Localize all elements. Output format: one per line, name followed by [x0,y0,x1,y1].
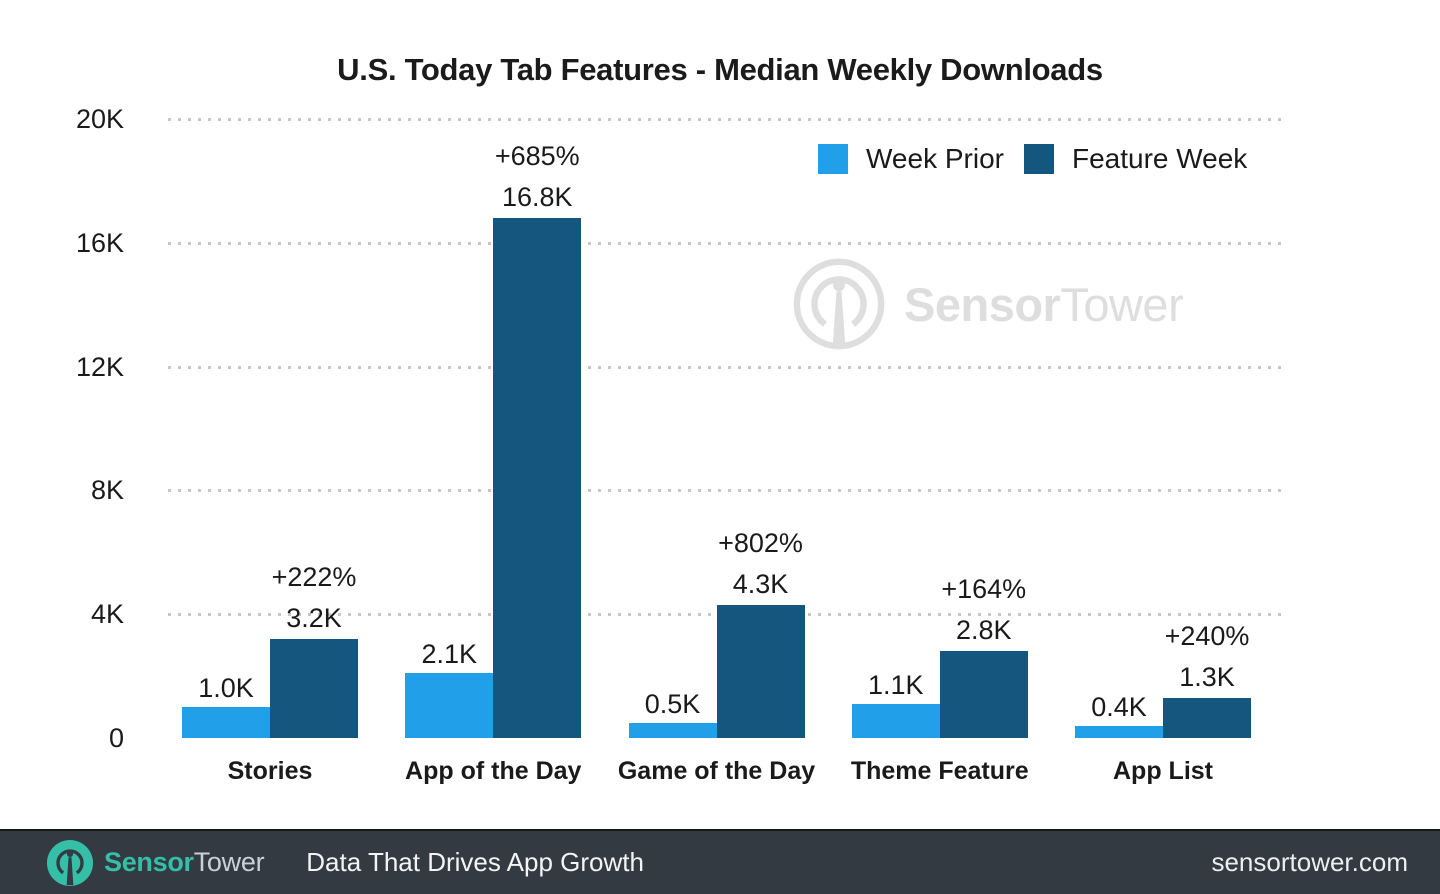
footer-tagline: Data That Drives App Growth [306,847,644,877]
category-label-game-of-the-day: Game of the Day [617,757,816,785]
legend-item-week-prior: Week Prior [818,143,1004,175]
gridline-12K [168,366,1285,369]
chart-title: U.S. Today Tab Features - Median Weekly … [337,52,1103,87]
category-label-theme-feature: Theme Feature [850,757,1029,785]
gridline-16K [168,242,1285,245]
week-prior-value-label-theme-feature: 1.1K [867,670,924,700]
category-label-stories: Stories [227,757,313,785]
footer-url[interactable]: sensortower.com [1211,847,1408,877]
gridline-20K [168,118,1285,121]
feature-week-swatch-icon [1023,144,1054,174]
feature-week-labels-stories: +222% 3.2K [272,557,357,639]
pct-change-label-stories: +222% [271,562,357,592]
feature-week-bar-theme-feature [939,651,1028,738]
y-axis-tick-8K: 8K [90,475,124,505]
legend-label-week-prior: Week Prior [866,143,1004,174]
footer-bar: SensorTower Data That Drives App Growth … [0,829,1440,894]
gridline-8K [168,489,1285,492]
feature-week-value-label-app-list: 1.3K [1179,662,1235,692]
week-prior-value-label-app-of-the-day: 2.1K [421,639,478,669]
pct-change-label-app-of-the-day: +685% [494,141,580,171]
feature-week-value-label-app-of-the-day: 16.8K [501,182,573,212]
sensortower-logo-icon [793,258,885,350]
week-prior-value-label-game-of-the-day: 0.5K [644,689,701,719]
feature-week-value-label-stories: 3.2K [286,603,342,633]
week-prior-swatch-icon [818,144,848,174]
week-prior-bar-app-list [1075,726,1163,738]
week-prior-bar-app-of-the-day [405,673,494,738]
feature-week-labels-app-of-the-day: +685% 16.8K [495,136,580,218]
y-axis-tick-16K: 16K [75,228,124,258]
watermark-brand-text: SensorTower [904,277,1184,331]
feature-week-value-label-theme-feature: 2.8K [955,615,1012,645]
sensortower-footer-logo-icon [46,839,94,887]
legend-item-feature-week: Feature Week [1023,143,1248,175]
week-prior-bar-game-of-the-day [628,723,717,738]
week-prior-bar-stories [182,707,270,738]
week-prior-value-label-stories: 1.0K [198,673,254,703]
feature-week-bar-game-of-the-day [716,605,805,738]
feature-week-bar-app-of-the-day [493,218,582,738]
category-label-app-of-the-day: App of the Day [405,757,582,785]
y-axis-tick-12K: 12K [75,352,124,382]
feature-week-labels-theme-feature: +164% 2.8K [941,569,1026,651]
y-axis-tick-0: 0 [108,723,124,753]
pct-change-label-theme-feature: +164% [941,574,1027,604]
footer-brand-text: SensorTower [104,847,265,877]
legend-label-feature-week: Feature Week [1071,143,1248,174]
feature-week-bar-stories [270,639,358,738]
sensortower-watermark: SensorTower [790,255,1184,353]
week-prior-bar-theme-feature [851,704,940,738]
feature-week-bar-app-list [1163,698,1251,738]
feature-week-value-label-game-of-the-day: 4.3K [732,569,789,599]
pct-change-label-game-of-the-day: +802% [718,528,803,558]
feature-week-labels-game-of-the-day: +802% 4.3K [718,523,803,605]
category-label-app-list: App List [1113,757,1213,785]
pct-change-label-app-list: +240% [1164,621,1250,651]
week-prior-value-label-app-list: 0.4K [1091,692,1147,722]
feature-week-labels-app-list: +240% 1.3K [1165,616,1250,698]
legend: Week Prior Feature Week [818,143,1247,175]
y-axis-tick-20K: 20K [75,104,124,134]
y-axis-tick-4K: 4K [90,599,124,629]
